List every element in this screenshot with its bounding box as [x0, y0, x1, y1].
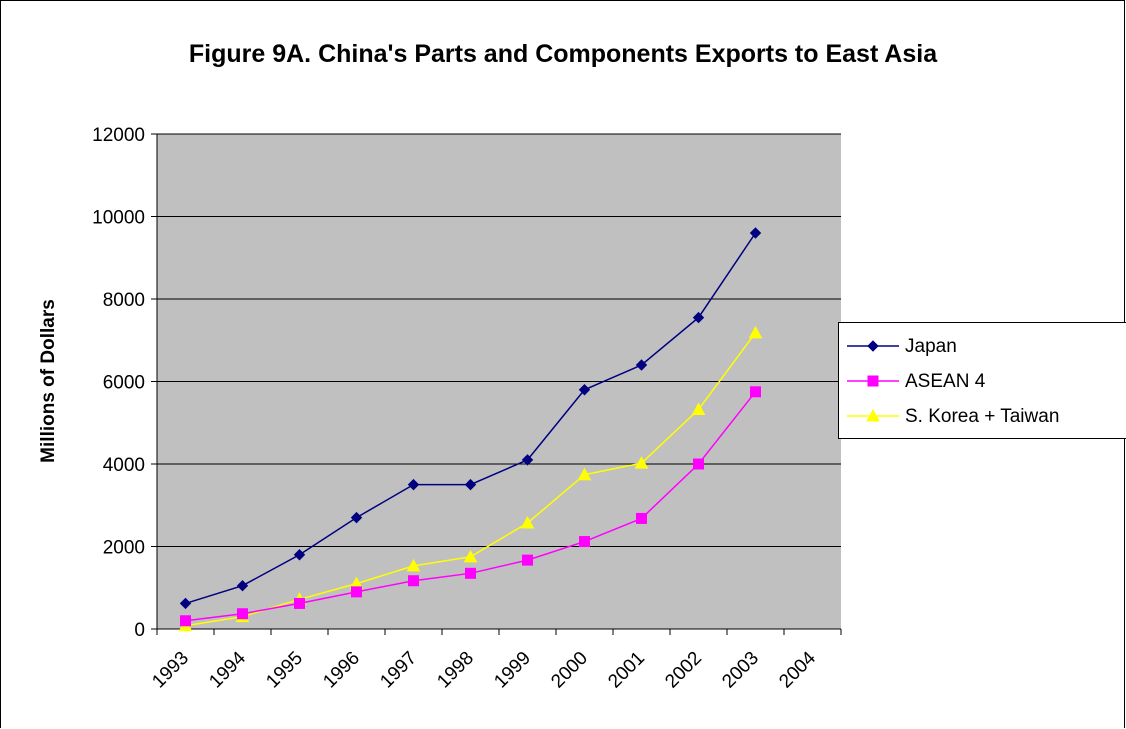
- x-tick-label: 2001: [604, 648, 649, 693]
- data-point-square: [579, 536, 590, 548]
- data-point-triangle: [866, 408, 880, 422]
- x-tick-label: 2000: [547, 648, 592, 693]
- data-point-square: [408, 575, 419, 587]
- series-japan: [179, 227, 762, 610]
- data-point-diamond: [236, 579, 249, 592]
- data-point-diamond: [293, 549, 306, 561]
- gridlines: [157, 133, 841, 547]
- data-point-diamond: [350, 511, 363, 524]
- x-axis-ticks: 1993 1994 1995 1996 1997 1998 1999 2000 2001 2002…: [148, 629, 842, 693]
- legend-label: S. Korea + Taiwan: [905, 406, 1060, 427]
- data-point-triangle: [691, 402, 706, 416]
- y-tick-label: 12000: [92, 125, 145, 146]
- data-point-diamond: [749, 227, 762, 239]
- data-point-diamond: [578, 384, 591, 396]
- series-layer: [178, 227, 763, 632]
- data-point-square: [180, 615, 191, 627]
- x-tick-label: 1993: [148, 648, 193, 693]
- legend-label: Japan: [905, 336, 957, 357]
- legend-label: ASEAN 4: [905, 371, 986, 392]
- series-asean-4: [180, 386, 761, 627]
- data-point-triangle: [520, 515, 535, 529]
- data-point-diamond: [464, 478, 477, 491]
- y-axis-ticks: 0 2000 4000 6000 8000 10000 12000: [92, 125, 157, 641]
- chart-title: Figure 9A. China's Parts and Components …: [188, 40, 938, 68]
- legend-item: S. Korea + Taiwan: [839, 401, 1126, 431]
- data-point-diamond: [692, 311, 705, 324]
- data-point-diamond: [407, 478, 420, 491]
- data-point-square: [867, 375, 879, 387]
- legend: Japan ASEAN 4 S. Korea + Taiwan: [838, 322, 1126, 439]
- y-tick-label: 10000: [92, 208, 145, 229]
- data-point-triangle: [463, 549, 478, 563]
- data-point-diamond: [521, 454, 534, 466]
- y-tick-label: 6000: [103, 373, 145, 394]
- legend-item: ASEAN 4: [839, 366, 1126, 396]
- legend-swatch: [847, 340, 899, 352]
- y-tick-label: 2000: [103, 538, 145, 559]
- x-tick-label: 1994: [205, 647, 250, 692]
- data-point-square: [522, 554, 533, 566]
- data-point-square: [351, 586, 362, 598]
- y-tick-label: 4000: [103, 455, 145, 476]
- data-point-triangle: [577, 467, 592, 481]
- data-point-square: [294, 597, 305, 609]
- legend-swatch: [847, 408, 899, 422]
- y-tick-label: 8000: [103, 290, 145, 311]
- x-tick-label: 2002: [661, 648, 706, 693]
- y-tick-label: 0: [134, 620, 145, 641]
- data-point-square: [237, 608, 248, 620]
- data-point-square: [465, 567, 476, 579]
- data-point-triangle: [748, 325, 763, 339]
- data-point-diamond: [179, 597, 192, 610]
- x-tick-label: 2004: [775, 647, 820, 692]
- legend-swatch: [847, 375, 899, 387]
- data-point-diamond: [867, 340, 879, 352]
- x-tick-label: 1998: [433, 648, 478, 693]
- x-tick-label: 1996: [319, 648, 364, 693]
- x-tick-label: 2003: [718, 648, 763, 693]
- data-point-triangle: [406, 558, 421, 572]
- data-point-diamond: [635, 359, 648, 371]
- x-tick-label: 1999: [490, 648, 535, 693]
- data-point-square: [750, 386, 761, 398]
- y-axis-label: Millions of Dollars: [38, 299, 59, 463]
- legend-item: Japan: [839, 331, 1126, 361]
- data-point-triangle: [634, 456, 649, 469]
- x-tick-label: 1995: [262, 648, 307, 693]
- data-point-square: [693, 458, 704, 470]
- x-tick-label: 1997: [376, 648, 421, 693]
- data-point-square: [636, 512, 647, 524]
